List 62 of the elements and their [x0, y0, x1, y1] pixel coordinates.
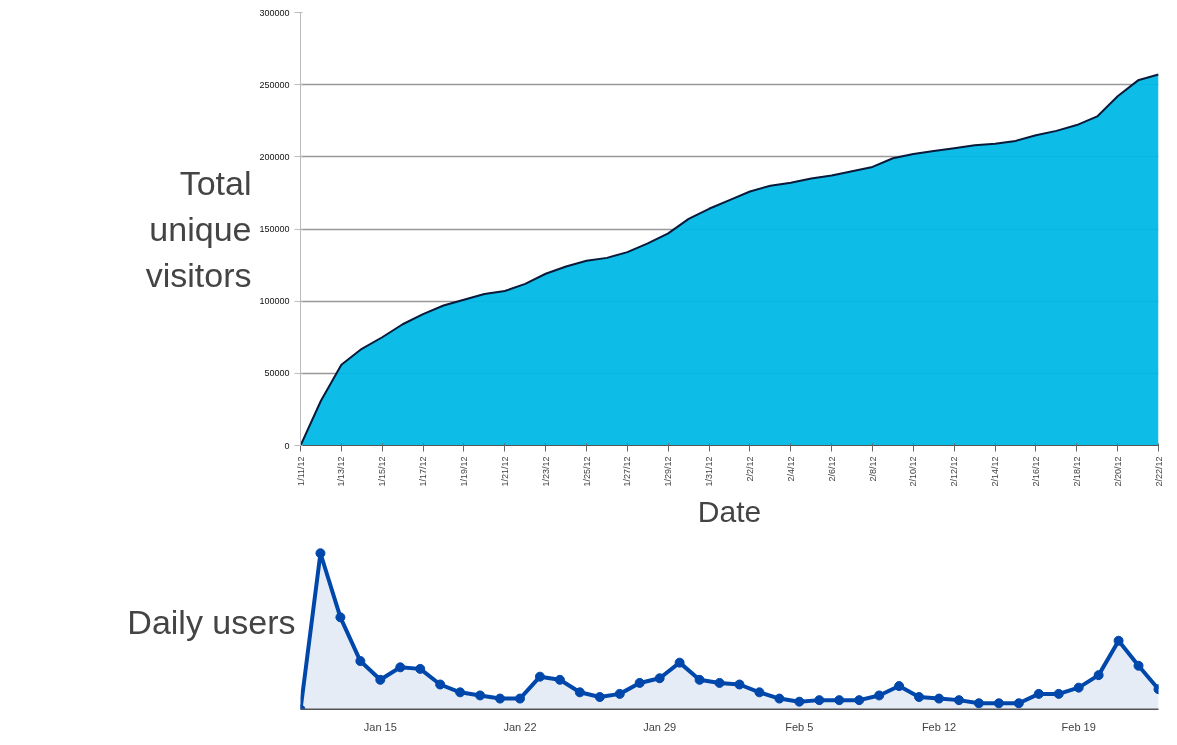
y-tick-label: 0	[284, 440, 290, 451]
x-tick-label: 1/13/12	[336, 456, 347, 487]
x-tick-label: 2/8/12	[867, 456, 878, 482]
point	[874, 690, 885, 701]
y-tick-label: 150000	[259, 224, 290, 234]
x-tick-label: 2/2/12	[744, 456, 755, 482]
y-tick-label: 100000	[259, 296, 290, 307]
point	[514, 693, 525, 704]
point	[315, 548, 326, 559]
point	[1013, 698, 1024, 709]
point	[335, 612, 346, 623]
point	[1053, 688, 1064, 699]
x-tick-label: Jan 15	[363, 720, 397, 733]
point	[574, 687, 585, 698]
point	[894, 681, 905, 692]
point	[415, 663, 426, 674]
x-tick-label: 2/16/12	[1030, 456, 1041, 487]
x-tick-label: 1/31/12	[704, 456, 715, 487]
x-tick-label: Feb 12	[921, 720, 957, 733]
point	[355, 656, 366, 667]
x-tick-label: 1/11/12	[295, 456, 306, 486]
x-tick-label: 1/23/12	[540, 456, 551, 487]
x-tick-label: Jan 29	[643, 720, 677, 733]
x-tick-label: 1/19/12	[458, 456, 469, 487]
x-tick-label: 2/22/12	[1153, 456, 1164, 487]
x-tick-label: 1/25/12	[581, 456, 592, 487]
point	[375, 674, 386, 685]
x-tick-label: 2/6/12	[826, 456, 837, 482]
x-tick-label: 1/17/12	[418, 456, 429, 487]
x-tick-label: 2/4/12	[785, 456, 796, 482]
x-tick-label: 1/21/12	[499, 456, 510, 487]
y-tick-label: 200000	[259, 151, 290, 162]
point	[554, 674, 565, 685]
point	[614, 688, 625, 699]
point	[734, 679, 745, 690]
point	[854, 695, 865, 706]
point	[634, 677, 645, 688]
x-tick-label: 2/12/12	[949, 456, 960, 487]
point	[1073, 682, 1084, 693]
point	[654, 673, 665, 684]
x-tick-label: 2/14/12	[990, 456, 1001, 487]
x-tick-label: 1/29/12	[663, 456, 674, 487]
x-tick-label: Feb 5	[785, 720, 814, 733]
point	[1093, 670, 1104, 681]
point	[435, 679, 446, 690]
x-tick-label: 1/27/12	[622, 456, 633, 487]
point	[674, 657, 685, 668]
point	[1113, 635, 1124, 646]
x-tick-label: 1/15/12	[377, 456, 388, 487]
y-tick-label: 300000	[259, 7, 290, 18]
y-axis-title: Daily users	[127, 603, 296, 641]
y-tick-label: 50000	[264, 368, 290, 379]
x-tick-label: Jan 22	[503, 720, 537, 733]
point	[754, 687, 765, 698]
x-tick-label: 2/10/12	[908, 456, 919, 487]
x-tick-label: 2/20/12	[1112, 456, 1123, 487]
y-tick-label: 250000	[259, 79, 290, 90]
x-tick-label: Feb 19	[1061, 720, 1096, 733]
x-axis-title: Date	[697, 494, 762, 528]
x-tick-label: 2/18/12	[1071, 456, 1082, 487]
point	[1133, 660, 1144, 671]
y-axis-title: Total unique visitors	[145, 164, 252, 294]
